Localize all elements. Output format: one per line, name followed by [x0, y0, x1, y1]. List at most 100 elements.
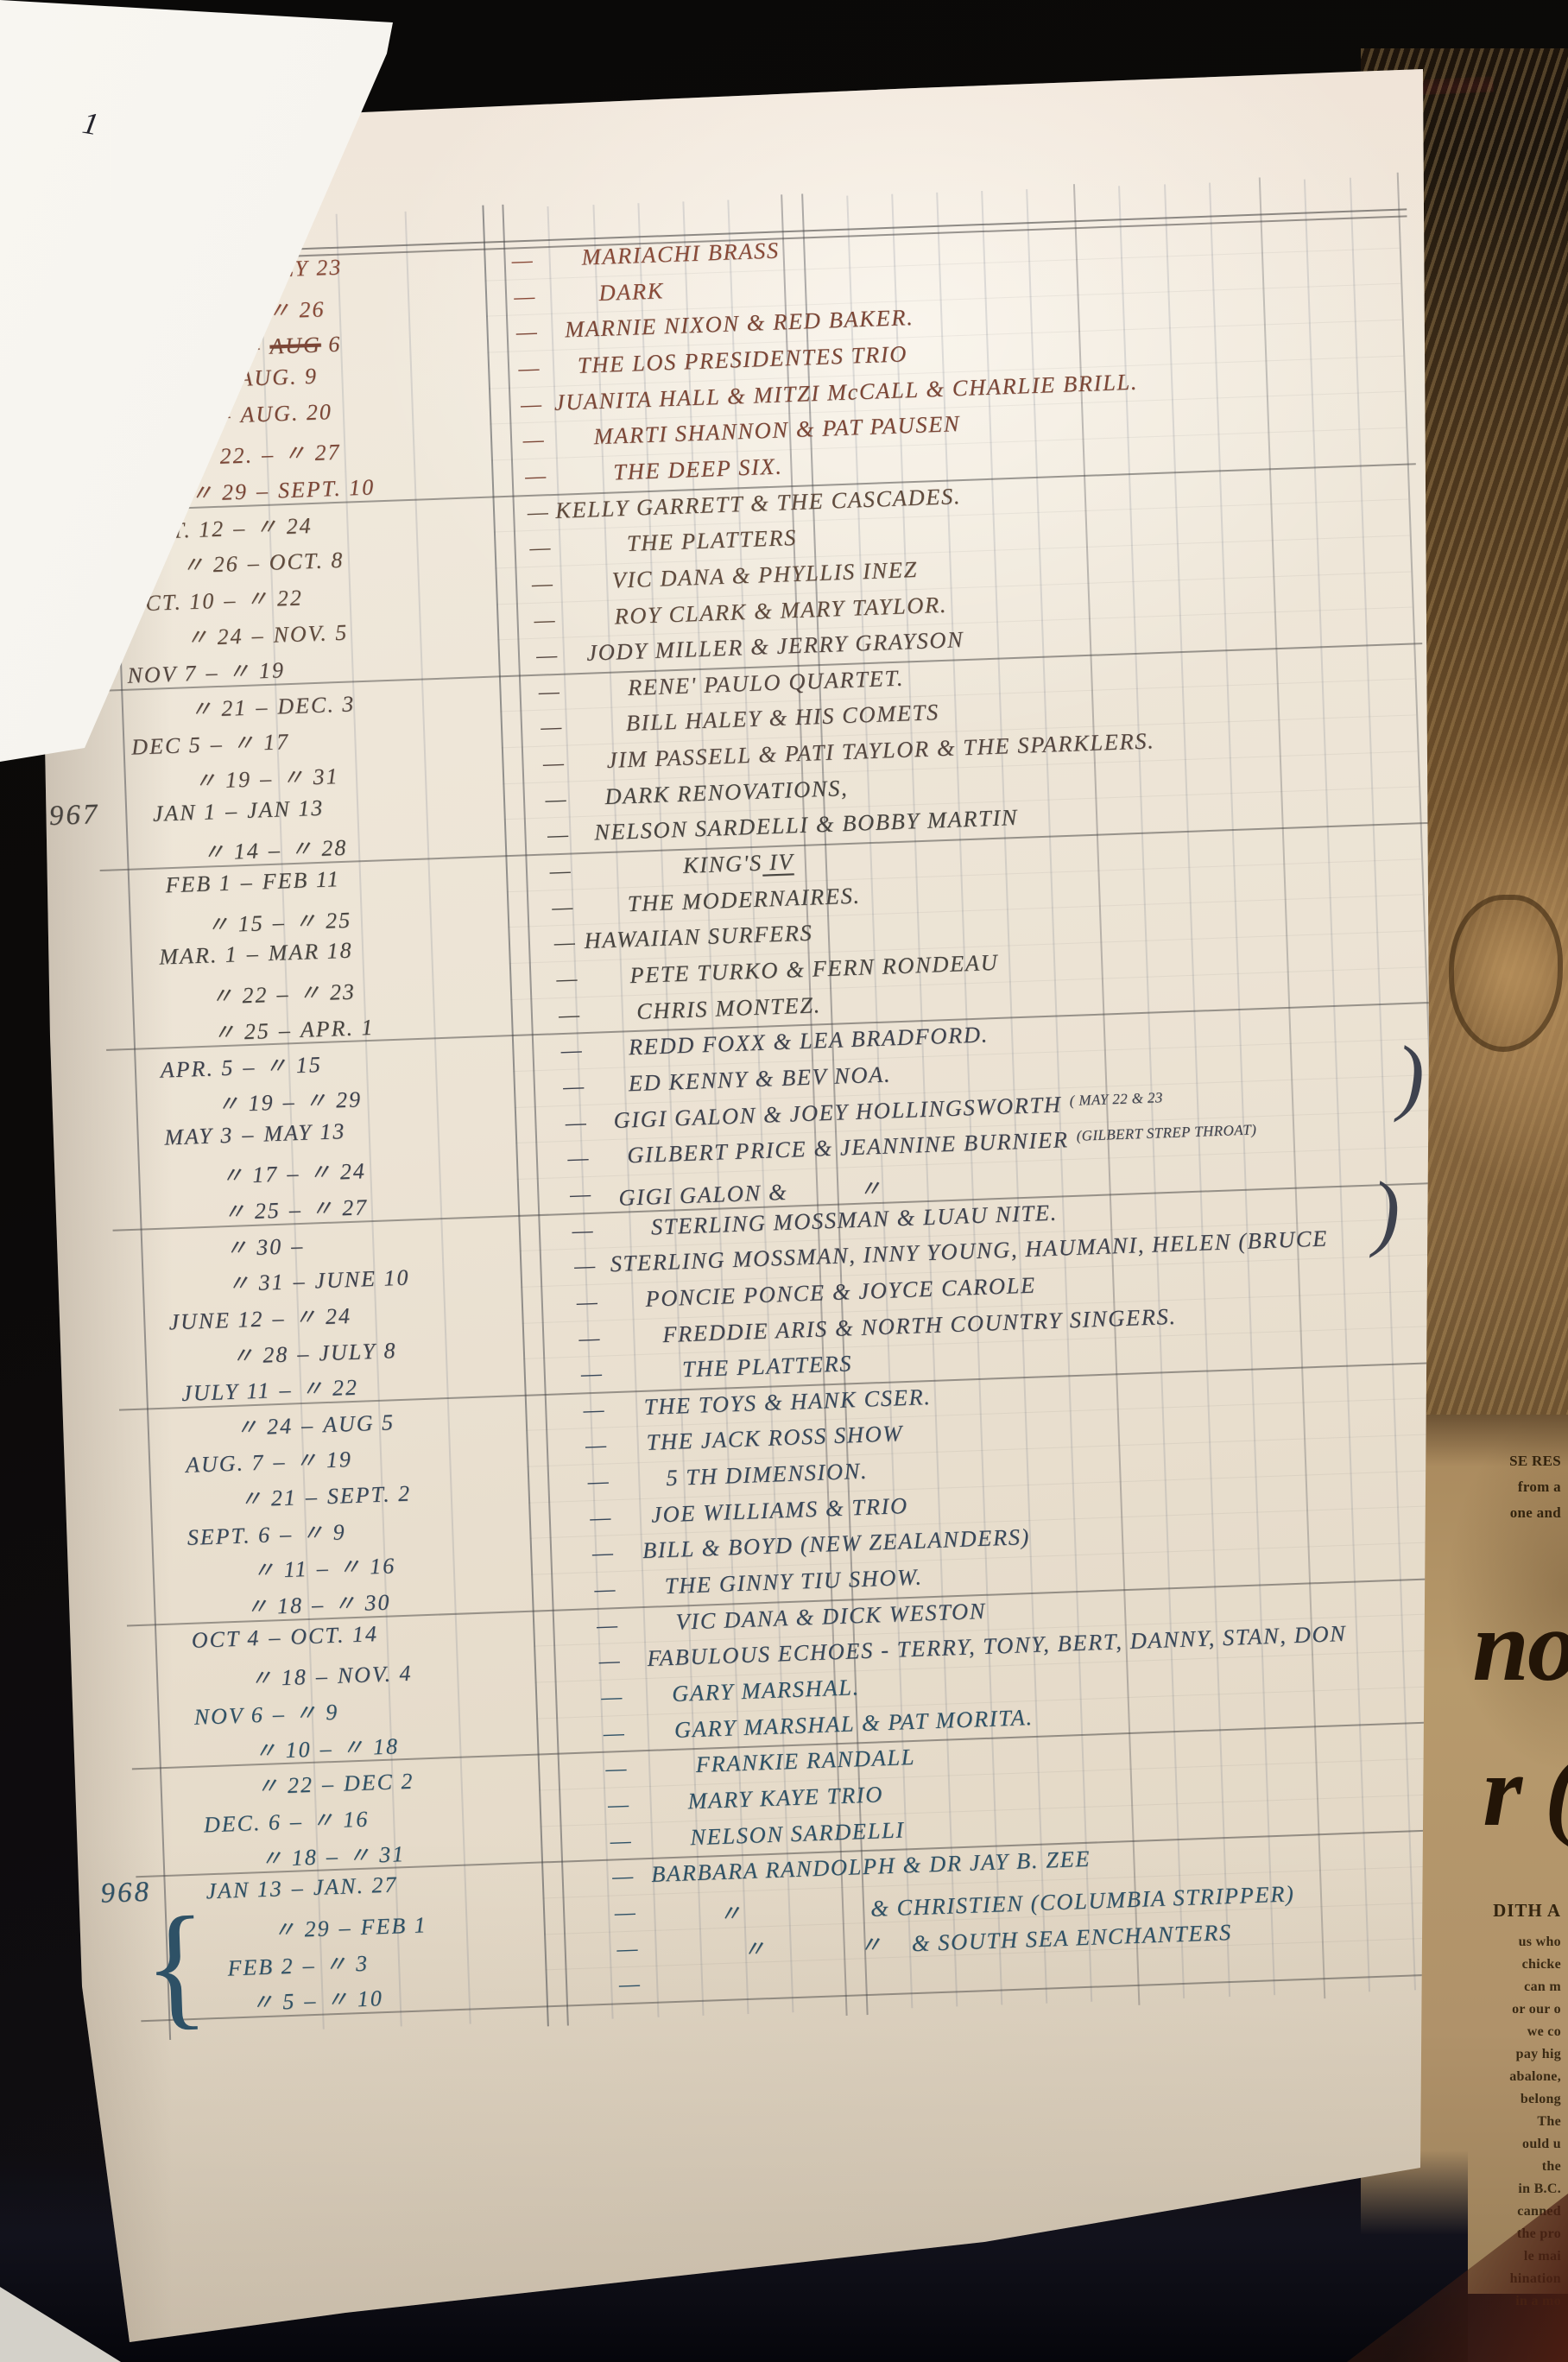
date-dash: –: [311, 1592, 326, 1618]
date-start: JULY 11: [180, 1377, 272, 1407]
tick-mark: —: [549, 857, 572, 884]
byline-fragment: DITH A: [1493, 1900, 1561, 1921]
date-start: OCT 4: [191, 1624, 261, 1653]
newsprint-fragment: ould u: [1522, 2137, 1561, 2151]
date-start: JULY 13: [130, 258, 222, 288]
date-end: 〃 24: [293, 1302, 352, 1331]
date-range: OCT 4– OCT. 14: [191, 1621, 378, 1654]
date-end: SEPT. 2: [326, 1480, 412, 1510]
date-start: 〃 29: [189, 478, 249, 506]
date-end: 〃 31: [347, 1840, 406, 1869]
date-range: JAN 1– JAN 13: [152, 795, 324, 826]
act-text: MARIACHI BRASS: [581, 237, 781, 270]
date-start: SEPT. 6: [187, 1522, 272, 1550]
group-brace: {: [141, 1888, 211, 2043]
date-end: 〃 27: [310, 1194, 369, 1222]
headline-fragment: no: [1472, 1589, 1568, 1702]
date-start: OCT. 10: [127, 587, 216, 617]
date-start: 〃 17: [220, 1162, 279, 1189]
date-range: 〃 5– 〃 10: [250, 1980, 383, 2017]
date-end: 〃 27: [282, 440, 342, 467]
date-end: 〃 16: [338, 1553, 396, 1581]
date-dash: –: [319, 1735, 334, 1762]
date-range: 〃 14– 〃 28: [202, 830, 348, 867]
date-range: SEPT. 6– 〃 9: [187, 1514, 346, 1552]
act-name: KING'S IV: [682, 848, 793, 879]
tick-mark: —: [531, 569, 553, 597]
date-start: 〃 21: [189, 694, 248, 722]
act-name: MARIACHI BRASS: [581, 237, 780, 270]
tick-mark: —: [522, 426, 545, 453]
tick-mark: —: [589, 1504, 611, 1530]
date-start: 〃 14: [201, 838, 261, 866]
tick-mark: —: [618, 1970, 641, 1998]
date-range: 〃 25– 〃 27: [223, 1189, 369, 1226]
newsprint-fragment: can m: [1524, 1979, 1561, 1994]
act-name: NELSON SARDELLI: [690, 1816, 905, 1851]
date-range: 〃 30–: [224, 1227, 313, 1263]
newsprint-fragment: The: [1537, 2114, 1561, 2129]
act-text: THE PLATTERS: [681, 1350, 853, 1383]
date-range: JULY 11– 〃 22: [181, 1370, 359, 1408]
act-text: 5 TH DIMENSION.: [665, 1457, 869, 1491]
date-end: AUG. 9: [237, 363, 319, 391]
date-start: JAN 13: [205, 1876, 284, 1904]
tick-mark: —: [596, 1611, 618, 1638]
act-text: THE PLATTERS: [626, 524, 798, 557]
date-dash: –: [338, 1915, 353, 1941]
tick-mark: —: [576, 1288, 598, 1315]
date-range: OCT. 10– 〃 22: [127, 579, 303, 617]
tick-mark: —: [538, 677, 560, 705]
tick-mark: —: [572, 1216, 594, 1244]
date-end: JUNE 10: [313, 1264, 411, 1294]
date-dash: –: [326, 1843, 340, 1869]
date-end: JULY 8: [318, 1337, 397, 1365]
date-dash: –: [261, 441, 275, 468]
newsprint-fragment: or our o: [1512, 2002, 1561, 2017]
struck-month: AUG: [269, 332, 322, 359]
date-range: 〃 22– DEC 2: [256, 1764, 414, 1802]
date-dash: –: [321, 1771, 336, 1797]
date-dash: –: [240, 869, 255, 896]
newsprint-fragment: from a: [1517, 1479, 1561, 1495]
date-start: 〃 27: [181, 335, 240, 363]
date-end: 〃 31: [281, 763, 340, 791]
date-start: 〃 24: [235, 1413, 294, 1441]
tick-mark: —: [573, 1252, 596, 1279]
date-end: 〃 24: [307, 1158, 367, 1186]
date-dash: –: [259, 765, 274, 792]
date-range: 〃 10– 〃 18: [253, 1728, 400, 1765]
act-name: THE DEEP SIX.: [613, 453, 783, 485]
date-range: 〃 25– 〃 26: [180, 291, 326, 328]
date-end: 〃 15: [263, 1052, 323, 1080]
date-dash: –: [268, 837, 282, 864]
tick-mark: —: [535, 642, 558, 668]
date-dash: –: [272, 1449, 287, 1475]
tick-mark: —: [534, 605, 556, 633]
date-end: SEPT. 10: [277, 474, 376, 503]
date-range: MAR. 1– MAR 18: [159, 938, 353, 971]
date-end: JAN. 27: [313, 1871, 398, 1901]
date-end: 〃 18: [341, 1732, 400, 1761]
date-end: 〃 24: [254, 512, 313, 540]
tick-mark: —: [517, 354, 540, 382]
tick-mark: —: [540, 713, 562, 741]
date-range: 〃 21– DEC. 3: [189, 686, 356, 724]
date-end: MAR 18: [268, 937, 354, 966]
date-start: 〃 25: [222, 1197, 281, 1225]
tick-mark: —: [558, 1000, 580, 1028]
date-dash: –: [255, 693, 269, 720]
date-start: 〃 31: [226, 1269, 286, 1297]
date-dash: –: [223, 587, 237, 613]
tick-mark: —: [544, 785, 567, 813]
date-start: 〃 22.: [187, 442, 254, 471]
date-start: 〃 18: [259, 1844, 319, 1871]
date-dash: –: [278, 1377, 294, 1403]
date-end: 〃 30: [332, 1589, 392, 1617]
date-end: AUG 5: [322, 1409, 395, 1437]
date-end: 〃 29: [304, 1086, 363, 1114]
act-name: THE PLATTERS: [682, 1350, 853, 1383]
date-start: 〃 22: [210, 982, 269, 1010]
tick-mark: —: [591, 1539, 614, 1567]
act-text: DARK: [597, 276, 665, 306]
